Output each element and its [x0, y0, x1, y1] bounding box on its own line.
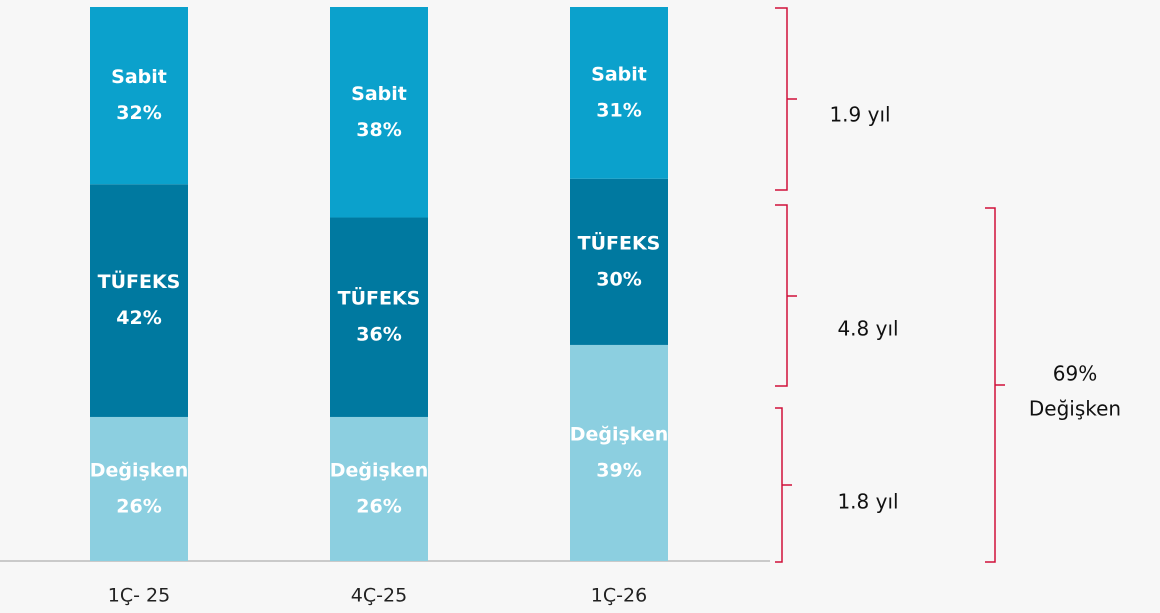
segment-value: 26%	[356, 495, 401, 517]
segment-value: 38%	[356, 119, 401, 141]
bracket	[985, 207, 1005, 563]
segment-value: 31%	[596, 99, 641, 121]
bar-segment	[330, 416, 428, 561]
bar-segment	[570, 178, 668, 345]
bar-segment	[330, 7, 428, 218]
segment-name: TÜFEKS	[338, 286, 421, 310]
x-tick-label: 1Ç- 25	[108, 585, 170, 607]
segment-name: TÜFEKS	[98, 269, 181, 293]
bar-segment	[570, 344, 668, 561]
bar-segment	[90, 184, 188, 417]
segment-name: Değişken	[570, 423, 669, 445]
bar-segment	[570, 7, 668, 179]
x-tick-label: 1Ç-26	[591, 585, 647, 607]
segment-value: 42%	[116, 307, 161, 329]
x-tick-label: 4Ç-25	[351, 585, 407, 607]
bar-segment	[90, 416, 188, 561]
segment-value: 39%	[596, 459, 641, 481]
bracket-label: 1.8 yıl	[837, 490, 898, 514]
bar-segment	[90, 7, 188, 185]
segment-name: Sabit	[351, 83, 407, 105]
segment-value: 32%	[116, 102, 161, 124]
segment-name: TÜFEKS	[578, 230, 661, 254]
bracket	[775, 204, 797, 387]
bracket	[775, 407, 792, 563]
segment-value: 36%	[356, 324, 401, 346]
segment-name: Değişken	[90, 459, 189, 481]
bracket-label: 4.8 yıl	[837, 317, 898, 341]
segment-value: 26%	[116, 495, 161, 517]
total-label: 69%	[1053, 362, 1097, 386]
bracket	[775, 7, 797, 191]
bracket-label: 1.9 yıl	[829, 103, 890, 127]
segment-name: Değişken	[330, 459, 429, 481]
segment-name: Sabit	[591, 63, 647, 85]
segment-name: Sabit	[111, 66, 167, 88]
bar-segment	[330, 217, 428, 417]
segment-value: 30%	[596, 268, 641, 290]
total-label: Değişken	[1029, 397, 1121, 421]
